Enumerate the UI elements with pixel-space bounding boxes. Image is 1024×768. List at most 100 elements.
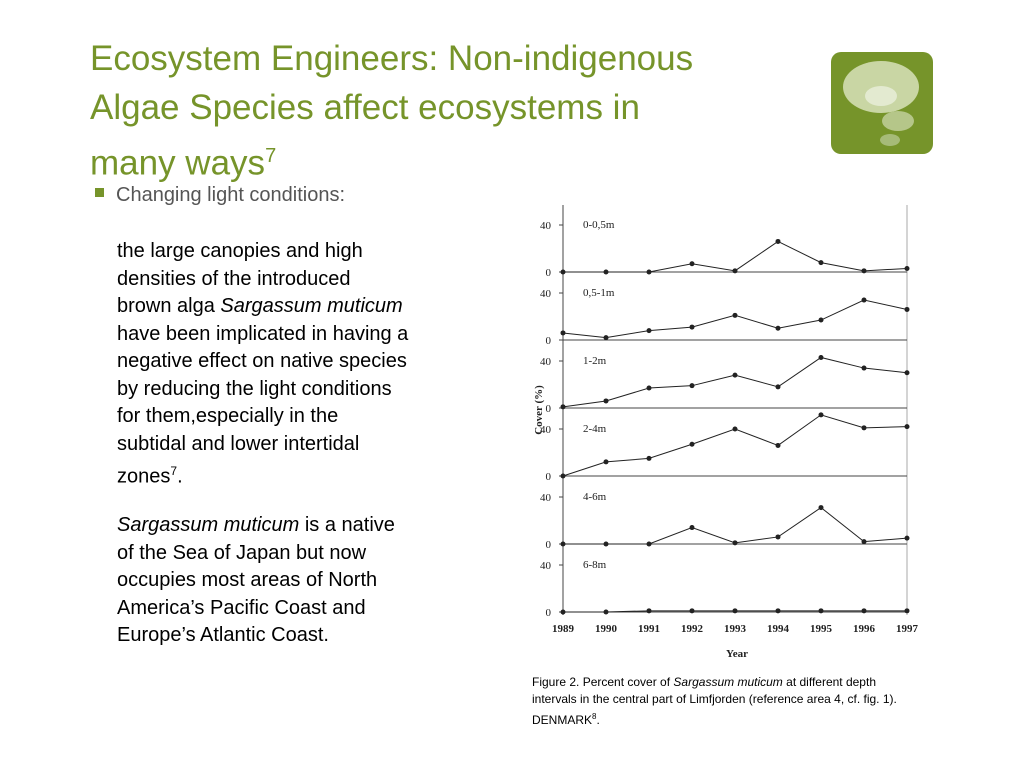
point bbox=[775, 608, 781, 614]
bullet: Changing light conditions: bbox=[95, 184, 345, 207]
point bbox=[560, 269, 566, 275]
series-line bbox=[563, 240, 908, 273]
point bbox=[603, 398, 609, 404]
point bbox=[818, 260, 824, 266]
line: Europe’s Atlantic Coast. bbox=[117, 624, 329, 646]
point bbox=[904, 370, 910, 376]
point bbox=[732, 426, 738, 432]
series-line bbox=[562, 414, 908, 477]
end: . bbox=[596, 713, 600, 727]
point bbox=[904, 306, 910, 312]
point bbox=[861, 365, 867, 371]
point bbox=[603, 269, 609, 275]
point bbox=[732, 608, 738, 614]
point bbox=[603, 541, 609, 547]
y-tick-label: 40 bbox=[540, 424, 552, 436]
title: Ecosystem Engineers: Non-indigenous Algae… bbox=[90, 34, 693, 188]
line: occupies most areas of North bbox=[117, 569, 378, 591]
point bbox=[689, 441, 695, 447]
point bbox=[775, 325, 781, 331]
point bbox=[560, 541, 566, 547]
point bbox=[904, 535, 910, 541]
caption-text: intervals in the central part of Limfjor… bbox=[532, 692, 897, 706]
x-tick-label: 1989 bbox=[552, 623, 575, 635]
x-tick-label: 1995 bbox=[810, 623, 833, 635]
x-tick-label: 1996 bbox=[853, 623, 876, 635]
point bbox=[603, 335, 609, 341]
line: densities of the introduced bbox=[117, 267, 351, 290]
line: of the Sea of Japan but now bbox=[117, 541, 367, 564]
caption: Figure 2. Percent cover of Sargassum mut… bbox=[532, 674, 897, 729]
point bbox=[732, 268, 738, 274]
point bbox=[904, 608, 910, 614]
point bbox=[603, 459, 609, 465]
point bbox=[646, 328, 652, 334]
y-tick-label: 40 bbox=[540, 356, 552, 368]
line: the large canopies and high bbox=[117, 240, 363, 262]
series-label: 1-2m bbox=[583, 355, 607, 367]
bullet-marker bbox=[95, 188, 104, 198]
point bbox=[646, 455, 652, 461]
point bbox=[775, 384, 781, 390]
point bbox=[904, 265, 910, 271]
point bbox=[861, 297, 867, 303]
y-tick-label: 0 bbox=[546, 607, 552, 619]
line: negative effect on native species bbox=[117, 350, 407, 372]
end: . bbox=[177, 465, 183, 488]
caption-text: at different depth bbox=[786, 675, 876, 689]
x-tick-label: 1997 bbox=[896, 623, 919, 635]
point bbox=[689, 261, 695, 267]
title-line: Ecosystem Engineers: Non-indigenous bbox=[90, 39, 694, 78]
line: by reducing the light conditions bbox=[117, 377, 392, 400]
sup: 8 bbox=[592, 712, 597, 721]
y-tick-label: 40 bbox=[540, 560, 552, 572]
paragraph: Sargassum muticum is a native of the Sea … bbox=[117, 512, 395, 650]
series-label: 0-0,5m bbox=[583, 219, 615, 231]
point bbox=[818, 505, 824, 511]
x-tick-label: 1994 bbox=[767, 623, 790, 635]
y-tick-label: 0 bbox=[546, 471, 552, 483]
point bbox=[560, 609, 566, 615]
y-tick-label: 40 bbox=[540, 220, 552, 232]
point bbox=[646, 608, 652, 614]
y-tick-label: 0 bbox=[546, 335, 552, 347]
point bbox=[646, 385, 652, 391]
y-tick-label: 0 bbox=[546, 403, 552, 415]
point bbox=[818, 317, 824, 323]
line: for them,especially in the bbox=[117, 405, 339, 427]
point bbox=[689, 324, 695, 330]
point bbox=[775, 442, 781, 448]
point bbox=[861, 539, 867, 545]
paragraph: the large canopies and high densities of … bbox=[117, 238, 408, 491]
caption-text: Figure 2. Percent cover of bbox=[532, 675, 671, 689]
species: Sargassum muticum bbox=[117, 514, 300, 536]
point bbox=[689, 525, 695, 531]
series-label: 6-8m bbox=[583, 559, 607, 571]
series-label: 2-4m bbox=[583, 423, 607, 435]
point bbox=[560, 330, 566, 336]
series-label: 0,5-1m bbox=[583, 287, 615, 299]
line: America’s Pacific Coast and bbox=[117, 596, 366, 619]
caption-text: DENMARK bbox=[532, 713, 593, 727]
x-tick-label: 1993 bbox=[724, 623, 747, 635]
line: is a native bbox=[304, 514, 395, 536]
point bbox=[646, 269, 652, 275]
line: zones bbox=[117, 465, 171, 488]
point bbox=[732, 540, 738, 546]
point bbox=[603, 609, 609, 615]
y-tick-label: 0 bbox=[546, 267, 552, 279]
point bbox=[646, 541, 652, 547]
species: Sargassum muticum bbox=[673, 675, 783, 689]
point bbox=[775, 238, 781, 244]
point bbox=[732, 372, 738, 378]
y-tick-label: 40 bbox=[540, 492, 552, 504]
line: subtidal and lower intertidal bbox=[117, 432, 360, 455]
line: have been implicated in having a bbox=[117, 322, 409, 345]
point bbox=[689, 608, 695, 614]
point bbox=[904, 424, 910, 430]
x-tick-label: 1991 bbox=[638, 623, 660, 635]
point bbox=[818, 608, 824, 614]
title-sup: 7 bbox=[265, 145, 277, 167]
y-tick-label: 40 bbox=[540, 288, 552, 300]
